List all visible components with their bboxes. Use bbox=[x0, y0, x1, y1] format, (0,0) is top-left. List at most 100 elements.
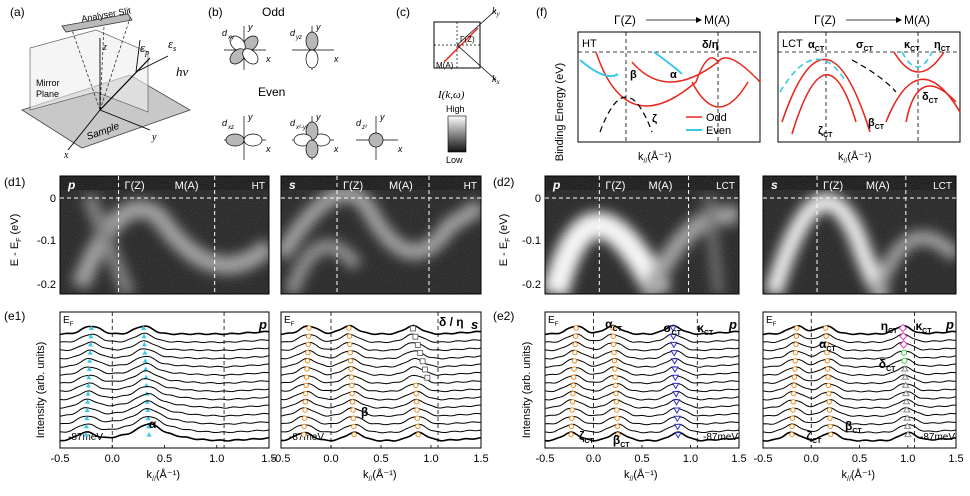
dxy-label: d bbox=[222, 28, 228, 38]
edc-curve bbox=[59, 370, 269, 385]
e-xtick-label: 0.0 bbox=[804, 453, 819, 465]
cyan-triangle-marker bbox=[144, 399, 150, 404]
edc-band-label: αCT bbox=[605, 317, 622, 333]
edc-curve bbox=[280, 333, 482, 344]
orange-circle-marker bbox=[825, 382, 832, 389]
panel-label-d2: (d2) bbox=[493, 175, 514, 189]
orange-circle-marker bbox=[824, 358, 830, 364]
polarization-s bbox=[135, 55, 169, 73]
map-gamma-label: Γ(Z) bbox=[823, 180, 843, 192]
blue-triangle-marker bbox=[673, 423, 682, 431]
arpes-map-image bbox=[763, 176, 956, 294]
orange-circle-marker bbox=[414, 407, 420, 413]
orange-circle-marker bbox=[826, 407, 833, 413]
colorbar bbox=[447, 115, 467, 153]
edc-curve bbox=[59, 355, 269, 368]
band-sketch-frame bbox=[577, 31, 761, 143]
orange-circle-marker bbox=[612, 366, 618, 372]
edc-curve bbox=[280, 366, 482, 376]
orange-circle-marker bbox=[568, 431, 574, 438]
orange-circle-marker bbox=[790, 390, 797, 397]
orange-circle-marker bbox=[349, 390, 355, 397]
orange-circle-marker bbox=[305, 349, 311, 356]
orange-circle-marker bbox=[793, 333, 800, 339]
orange-circle-marker bbox=[571, 374, 577, 380]
green-circle-marker bbox=[901, 349, 908, 356]
panel-label-f: (f) bbox=[536, 5, 547, 19]
band-lct-5 bbox=[893, 51, 945, 73]
cyan-triangle-marker bbox=[83, 432, 89, 437]
f-lct-band-label: αCT bbox=[808, 39, 825, 53]
edc-curve bbox=[59, 386, 270, 401]
orange-circle-marker bbox=[572, 333, 579, 339]
cyan-triangle-marker bbox=[141, 333, 147, 339]
gray-triangle-marker bbox=[902, 397, 911, 405]
f-ht-band-label: ζ bbox=[652, 113, 657, 125]
axis-x bbox=[67, 109, 101, 151]
edc-curve bbox=[59, 416, 270, 434]
f-m-label: M(A) bbox=[904, 13, 930, 27]
band-lct-6 bbox=[901, 51, 933, 68]
dx2y2-y-label: y bbox=[315, 112, 321, 122]
orange-circle-marker bbox=[791, 382, 797, 389]
map-frame bbox=[280, 175, 482, 295]
edc-band-label: δ / η bbox=[439, 315, 464, 329]
map-polarization: p bbox=[67, 178, 75, 192]
e-xtick-label: 0.0 bbox=[105, 453, 120, 465]
gray-triangle-marker bbox=[901, 381, 910, 388]
cyan-triangle-marker bbox=[84, 407, 90, 412]
d-ytick-label: -0.2 bbox=[37, 279, 56, 291]
map-noise bbox=[60, 176, 269, 294]
orange-circle-marker bbox=[301, 415, 308, 421]
f-lct-band-label: ηCT bbox=[934, 39, 951, 53]
orange-circle-marker bbox=[792, 366, 798, 372]
edc-bottom-label: -87meV bbox=[703, 432, 738, 443]
e-xtick-label: 1.5 bbox=[473, 453, 488, 465]
e-xlabel: k//(Å⁻¹) bbox=[363, 468, 397, 483]
orange-circle-marker bbox=[305, 341, 311, 348]
cyan-triangle-marker bbox=[85, 382, 91, 388]
edc-band-label: ηCT bbox=[881, 319, 898, 335]
legend-even-label: Even bbox=[706, 125, 731, 137]
dxy-x-label: x bbox=[265, 54, 271, 64]
row-e: (e1) (e2) Intensity (arb. units) Intensit… bbox=[4, 309, 964, 483]
f-ht-band-label: δ/η bbox=[702, 39, 719, 51]
blue-triangle-marker bbox=[672, 399, 681, 406]
f-xlabel: k//(Å⁻¹) bbox=[838, 150, 872, 165]
orange-circle-marker bbox=[610, 325, 616, 331]
gray-triangle-marker bbox=[902, 389, 910, 397]
orange-circle-marker bbox=[823, 341, 830, 348]
panel-label-a: (a) bbox=[10, 5, 25, 19]
orange-circle-marker bbox=[348, 366, 354, 372]
edc-curve bbox=[59, 400, 270, 417]
f-xlabel: k//(Å⁻¹) bbox=[638, 150, 672, 165]
orange-circle-marker bbox=[569, 415, 575, 421]
blue-triangle-marker bbox=[669, 325, 677, 332]
row-d: (d1) (d2) E - EF (eV)0-0.1-0.2E - EF (eV… bbox=[4, 175, 957, 295]
orange-circle-marker bbox=[571, 366, 577, 372]
orange-circle-marker bbox=[823, 333, 829, 339]
map-polarization: s bbox=[289, 178, 296, 192]
f-arrow-head bbox=[696, 17, 702, 23]
orange-circle-marker bbox=[789, 431, 795, 438]
edc-band-label: βCT bbox=[613, 433, 630, 449]
orange-circle-marker bbox=[303, 382, 309, 389]
orbital-lobe bbox=[305, 31, 319, 51]
axis-y bbox=[99, 109, 151, 131]
square-marker bbox=[412, 333, 419, 340]
dz2-lobe bbox=[368, 132, 384, 148]
map-polarization: p bbox=[552, 178, 560, 192]
e-xtick-label: 1.0 bbox=[209, 453, 224, 465]
arpes-maps: E - EF (eV) 0 -0.1 -0.2 E - EF (eV) 0 -0.1 -0.2… bbox=[9, 175, 957, 295]
edc-curve bbox=[762, 407, 957, 418]
orange-circle-marker bbox=[305, 333, 312, 339]
map-noise bbox=[545, 176, 739, 294]
orange-circle-marker bbox=[826, 399, 832, 405]
e-xtick-label: 1.0 bbox=[683, 453, 698, 465]
orange-circle-marker bbox=[570, 382, 577, 389]
orange-circle-marker bbox=[611, 349, 617, 356]
e-xtick-label: -0.5 bbox=[272, 453, 291, 465]
e-ylabel: Intensity (arb. units) bbox=[35, 342, 47, 439]
